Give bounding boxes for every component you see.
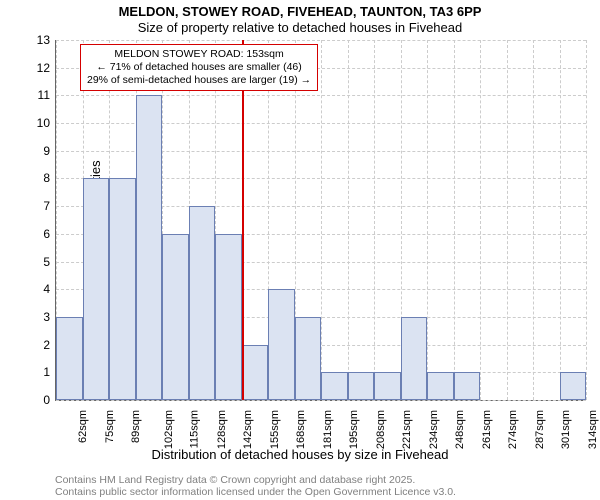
xtick-label: 261sqm [481, 410, 493, 449]
title-main: MELDON, STOWEY ROAD, FIVEHEAD, TAUNTON, … [0, 4, 600, 19]
title-sub: Size of property relative to detached ho… [0, 20, 600, 35]
ytick-label: 8 [43, 171, 50, 185]
gridline-v [348, 40, 349, 400]
xtick-label: 155sqm [269, 410, 281, 449]
histogram-bar [401, 317, 428, 400]
x-axis-label: Distribution of detached houses by size … [0, 447, 600, 462]
xtick-label: 75sqm [104, 410, 116, 443]
xtick-label: 181sqm [322, 410, 334, 449]
ytick-label: 9 [43, 144, 50, 158]
gridline-v [533, 40, 534, 400]
histogram-bar [321, 372, 348, 400]
histogram-bar [242, 345, 269, 400]
xtick-label: 287sqm [534, 410, 546, 449]
xtick-label: 89sqm [130, 410, 142, 443]
ytick-label: 13 [37, 33, 50, 47]
xtick-label: 314sqm [587, 410, 599, 449]
histogram-bar [268, 289, 295, 400]
gridline-h [56, 400, 586, 401]
ytick-label: 5 [43, 255, 50, 269]
annotation-line: MELDON STOWEY ROAD: 153sqm [87, 48, 311, 61]
histogram-bar [109, 178, 136, 400]
xtick-label: 115sqm [188, 410, 200, 448]
ytick-label: 4 [43, 282, 50, 296]
annotation-line: 29% of semi-detached houses are larger (… [87, 74, 311, 87]
histogram-bar [427, 372, 454, 400]
ytick-label: 3 [43, 310, 50, 324]
gridline-v [321, 40, 322, 400]
histogram-bar [56, 317, 83, 400]
histogram-bar [162, 234, 189, 400]
annotation-line: ← 71% of detached houses are smaller (46… [87, 61, 311, 74]
xtick-label: 168sqm [295, 410, 307, 449]
histogram-bar [560, 372, 587, 400]
chart-container: MELDON, STOWEY ROAD, FIVEHEAD, TAUNTON, … [0, 0, 600, 500]
gridline-v [560, 40, 561, 400]
xtick-label: 208sqm [375, 410, 387, 449]
xtick-label: 234sqm [428, 410, 440, 449]
histogram-bar [295, 317, 322, 400]
highlight-line [242, 40, 244, 400]
histogram-bar [215, 234, 242, 400]
ytick-label: 10 [37, 116, 50, 130]
credit-line-1: Contains HM Land Registry data © Crown c… [55, 474, 415, 486]
gridline-v [374, 40, 375, 400]
plot-area: 01234567891011121362sqm75sqm89sqm102sqm1… [55, 40, 586, 401]
xtick-label: 142sqm [242, 410, 254, 449]
ytick-label: 6 [43, 227, 50, 241]
credit-line-2: Contains public sector information licen… [55, 486, 456, 498]
histogram-bar [454, 372, 481, 400]
gridline-v [427, 40, 428, 400]
histogram-bar [374, 372, 401, 400]
gridline-v [454, 40, 455, 400]
xtick-label: 274sqm [507, 410, 519, 449]
xtick-label: 195sqm [348, 410, 360, 449]
xtick-label: 221sqm [401, 410, 413, 449]
ytick-label: 2 [43, 338, 50, 352]
histogram-bar [348, 372, 375, 400]
xtick-label: 128sqm [216, 410, 228, 449]
annotation-box: MELDON STOWEY ROAD: 153sqm← 71% of detac… [80, 44, 318, 91]
gridline-v [586, 40, 587, 400]
ytick-label: 1 [43, 365, 50, 379]
xtick-label: 62sqm [77, 410, 89, 443]
ytick-label: 12 [37, 61, 50, 75]
xtick-label: 301sqm [560, 410, 572, 449]
ytick-label: 11 [38, 88, 50, 102]
ytick-label: 0 [43, 393, 50, 407]
xtick-label: 102sqm [163, 410, 175, 449]
xtick-label: 248sqm [454, 410, 466, 449]
histogram-bar [189, 206, 216, 400]
histogram-bar [83, 178, 110, 400]
gridline-v [507, 40, 508, 400]
gridline-v [480, 40, 481, 400]
histogram-bar [136, 95, 163, 400]
ytick-label: 7 [43, 199, 50, 213]
